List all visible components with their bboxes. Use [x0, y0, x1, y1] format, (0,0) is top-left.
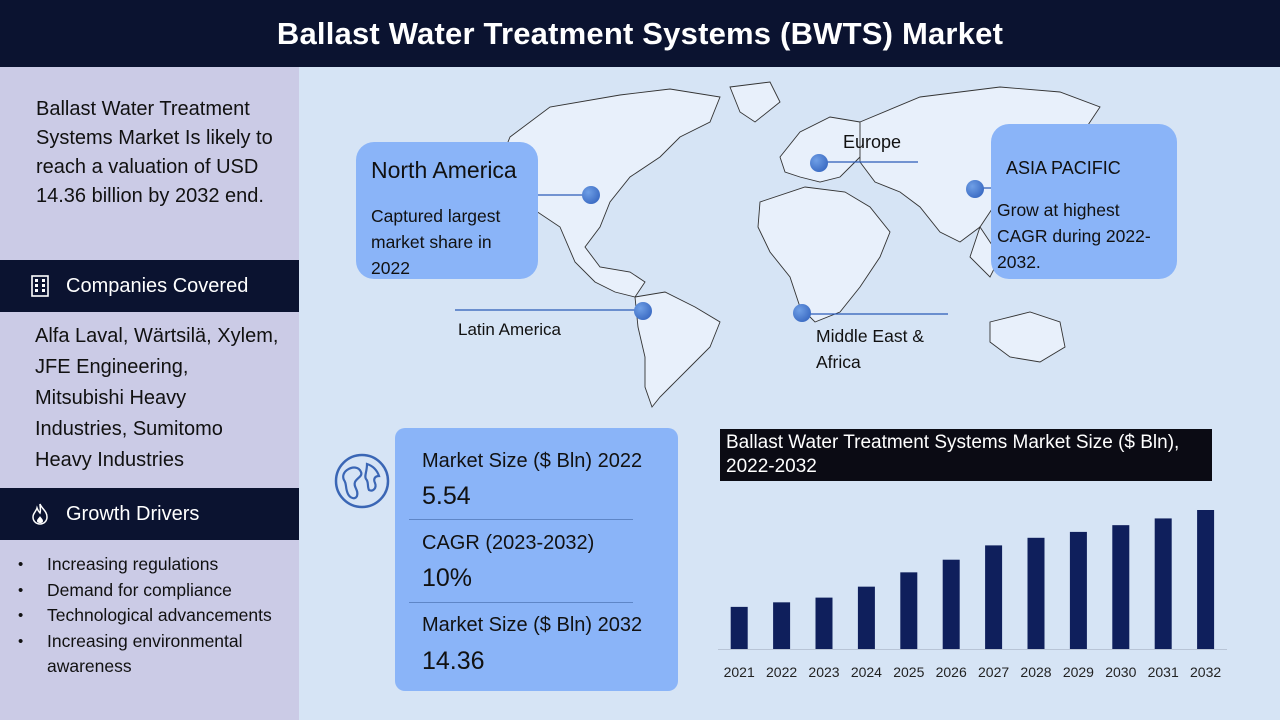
- list-item: Increasing regulations: [18, 552, 283, 578]
- latin-america-marker: [634, 302, 652, 320]
- drivers-header: Growth Drivers: [0, 488, 299, 540]
- north-america-marker: [582, 186, 600, 204]
- bar-2024: [857, 586, 875, 649]
- bar-chart: 2021 2022 2023 2024 2025 2026 2027 2028 2029 2030…: [718, 510, 1227, 680]
- mea-label: Middle East & Africa: [816, 326, 924, 372]
- asia-pacific-card: [991, 124, 1177, 279]
- list-item: Increasing environmental awareness: [18, 629, 283, 680]
- left-panel: Ballast Water Treatment Systems Market I…: [0, 67, 299, 720]
- mea-marker: [793, 304, 811, 322]
- world-map-panel: North America Captured largest market sh…: [300, 67, 1280, 417]
- divider: [409, 602, 633, 603]
- europe-marker: [810, 154, 828, 172]
- globe-icon: [334, 453, 390, 509]
- latin-america-label: Latin America: [458, 320, 561, 339]
- asia-pacific-note: Grow at highest CAGR during 2022-2032.: [997, 200, 1151, 272]
- north-america-label: North America: [371, 157, 517, 183]
- bar-2023: [815, 597, 833, 649]
- cagr-value: 10%: [422, 564, 473, 592]
- companies-header: Companies Covered: [0, 260, 299, 312]
- bar-2026: [942, 559, 960, 649]
- x-tick-label: 2031: [1148, 664, 1179, 680]
- bar-2029: [1069, 531, 1087, 649]
- europe-label: Europe: [843, 132, 902, 152]
- bar-2028: [1027, 537, 1045, 649]
- bar-2031: [1154, 518, 1172, 649]
- companies-heading: Companies Covered: [66, 274, 249, 297]
- drivers-heading: Growth Drivers: [66, 502, 200, 525]
- x-tick-label: 2027: [978, 664, 1009, 680]
- x-tick-label: 2028: [1020, 664, 1051, 680]
- divider: [409, 519, 633, 520]
- drivers-list: Increasing regulations Demand for compli…: [18, 552, 283, 680]
- x-tick-label: 2023: [808, 664, 839, 680]
- size-2032-label: Market Size ($ Bln) 2032: [422, 614, 643, 636]
- x-tick-label: 2029: [1063, 664, 1094, 680]
- size-2022-value: 5.54: [422, 482, 471, 510]
- bar-2030: [1112, 525, 1130, 649]
- list-item: Technological advancements: [18, 603, 283, 629]
- bar-2032: [1197, 510, 1215, 649]
- x-tick-label: 2024: [851, 664, 882, 680]
- chart-title: Ballast Water Treatment Systems Market S…: [720, 429, 1212, 481]
- building-icon: [31, 275, 49, 297]
- bar-2021: [730, 606, 748, 649]
- x-tick-label: 2026: [936, 664, 967, 680]
- flame-icon: [32, 503, 48, 525]
- bar-2025: [900, 572, 918, 649]
- market-stats-card: Market Size ($ Bln) 2022 5.54 CAGR (2023…: [395, 428, 678, 691]
- size-2032-value: 14.36: [422, 647, 485, 675]
- x-tick-label: 2030: [1105, 664, 1136, 680]
- bar-2022: [773, 602, 791, 649]
- asia-pacific-marker: [966, 180, 984, 198]
- x-tick-label: 2025: [893, 664, 924, 680]
- north-america-card: [356, 142, 538, 279]
- size-2022-label: Market Size ($ Bln) 2022: [422, 450, 643, 472]
- x-tick-label: 2021: [724, 664, 755, 680]
- x-tick-label: 2032: [1190, 664, 1221, 680]
- asia-pacific-label: ASIA PACIFIC: [1006, 158, 1121, 178]
- intro-text: Ballast Water Treatment Systems Market I…: [36, 98, 273, 207]
- bar-2027: [985, 545, 1003, 649]
- cagr-label: CAGR (2023-2032): [422, 532, 595, 554]
- north-america-note: Captured largest market share in 2022: [371, 206, 501, 278]
- page-title: Ballast Water Treatment Systems (BWTS) M…: [276, 15, 1004, 51]
- x-tick-label: 2022: [766, 664, 797, 680]
- list-item: Demand for compliance: [18, 578, 283, 604]
- header: Ballast Water Treatment Systems (BWTS) M…: [0, 0, 1280, 67]
- companies-list: Alfa Laval, Wärtsilä, Xylem, JFE Enginee…: [35, 325, 279, 471]
